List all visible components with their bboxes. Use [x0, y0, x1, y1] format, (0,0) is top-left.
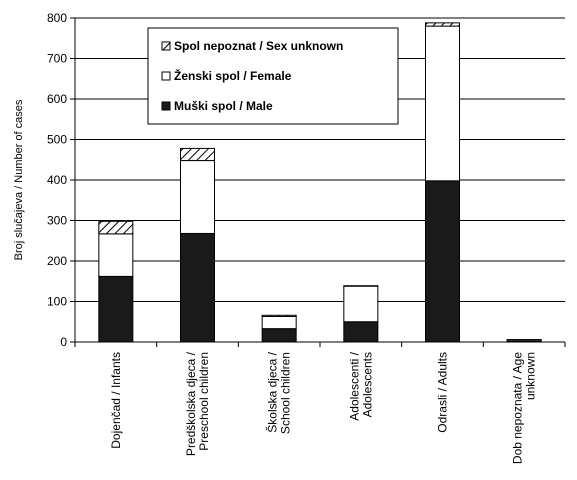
x-tick-label: Odrasli / Adults [436, 352, 450, 433]
x-tick-label: Predškolska djeca / Preschool children [184, 351, 211, 456]
x-tick-label-line: Adolescenti / [347, 351, 361, 420]
bar-segment-male [261, 328, 297, 343]
legend-swatch [161, 41, 171, 51]
legend-box [147, 27, 399, 125]
legend-entry: Spol nepoznat / Sex unknown [174, 39, 343, 53]
y-tick-label: 200 [47, 254, 67, 268]
bar-segment-female [343, 285, 379, 323]
bar-segment-male [425, 180, 460, 343]
bar-segment-sex-unknown [180, 147, 215, 162]
x-tick-label: Školska djeca / School children [265, 351, 293, 434]
bar-segment-sex-unknown [343, 285, 379, 287]
y-tick-label: 500 [47, 133, 67, 147]
x-axis: Dojenčad / Infants Predškolska djeca / Pre… [74, 341, 566, 464]
bar-segment-female [425, 25, 460, 182]
legend-swatch [161, 71, 171, 81]
x-tick-label: Dojenčad / Infants [109, 352, 123, 449]
x-tick-label-line: Adolescents [360, 352, 374, 417]
x-tick-label-line: Predškolska djeca / [184, 351, 198, 456]
y-tick-label: 0 [60, 335, 67, 349]
x-tick-label-line: Odrasli / Adults [436, 352, 450, 433]
bar-segment-male [343, 321, 379, 343]
y-axis: 0 100 200 300 400 500 600 700 800 [47, 11, 76, 349]
y-axis-label: Broj slučajeva / Number of cases [13, 99, 25, 260]
x-tick-label-line: Dob nepoznata / Age [511, 352, 525, 464]
y-tick-label: 300 [47, 214, 67, 228]
legend-swatch [161, 101, 171, 111]
x-tick-label: Adolescenti / Adolescents [347, 351, 374, 420]
bar-segment-sex-unknown [261, 314, 297, 317]
legend-entry: Muški spol / Male [174, 99, 273, 113]
legend-entry: Ženski spol / Female [174, 68, 292, 83]
bar-segment-male [180, 232, 215, 343]
x-tick-label-line: School children [279, 352, 293, 434]
bar-segment-male [98, 275, 134, 343]
legend: Spol nepoznat / Sex unknown Ženski spol /… [147, 27, 399, 125]
y-tick-label: 800 [47, 11, 67, 25]
x-tick-label-line: unknown [524, 352, 538, 400]
bars [98, 22, 542, 343]
y-tick-label: 400 [47, 173, 67, 187]
x-tick-label-line: Školska djeca / [265, 351, 280, 432]
y-tick-label: 100 [47, 295, 67, 309]
y-tick-label: 600 [47, 92, 67, 106]
bar-segment-sex-unknown [425, 22, 460, 27]
x-tick-label-line: Dojenčad / Infants [109, 352, 123, 449]
y-tick-label: 700 [47, 52, 67, 66]
bar-segment-female [98, 233, 134, 277]
bar-segment-sex-unknown [506, 339, 542, 341]
x-tick-label: Dob nepoznata / Age unknown [511, 352, 538, 464]
x-tick-label-line: Preschool children [197, 352, 211, 451]
bar-segment-female [180, 160, 215, 234]
bar-segment-sex-unknown [98, 220, 134, 235]
bar-segment-female [261, 315, 297, 330]
